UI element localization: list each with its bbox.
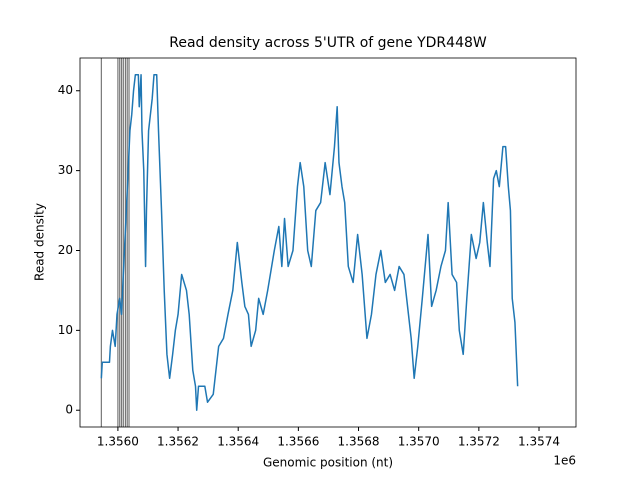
y-tick-label: 40 bbox=[58, 83, 73, 97]
y-tick-label: 30 bbox=[58, 163, 73, 177]
y-tick-label: 0 bbox=[65, 403, 73, 417]
plot-frame bbox=[79, 57, 577, 428]
x-tick-label: 1.3574 bbox=[518, 435, 560, 449]
x-axis-label: Genomic position (nt) bbox=[263, 456, 393, 470]
y-tick-label: 10 bbox=[58, 323, 73, 337]
data-line bbox=[100, 74, 519, 411]
x-tick-label: 1.3570 bbox=[398, 435, 440, 449]
x-tick-label: 1.3564 bbox=[217, 435, 259, 449]
x-tick-label: 1.3560 bbox=[97, 435, 139, 449]
x-tick-label: 1.3562 bbox=[157, 435, 199, 449]
y-axis-label: Read density bbox=[33, 203, 47, 281]
x-offset-label: 1e6 bbox=[553, 454, 576, 468]
x-tick-label: 1.3572 bbox=[458, 435, 500, 449]
x-tick-label: 1.3568 bbox=[338, 435, 380, 449]
x-tick-label: 1.3566 bbox=[277, 435, 319, 449]
y-tick-label: 20 bbox=[58, 243, 73, 257]
chart-title: Read density across 5'UTR of gene YDR448… bbox=[169, 35, 487, 51]
